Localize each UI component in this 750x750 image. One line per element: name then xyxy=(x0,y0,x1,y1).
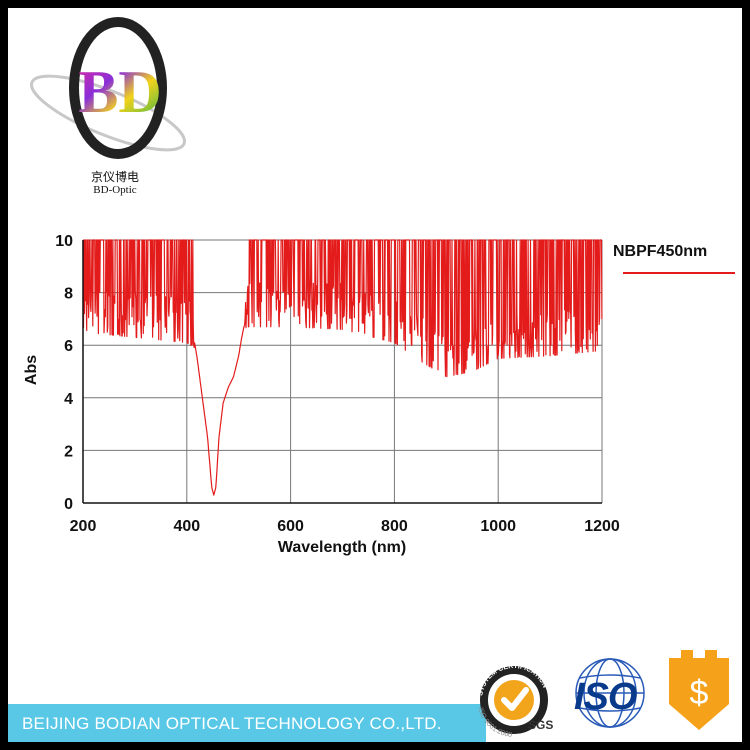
iso-globe-badge xyxy=(575,658,645,728)
footer-band xyxy=(8,704,486,742)
absorbance-chart: 200 400 600 800 1000 1200 0 2 4 6 8 10 Wavelength (… xyxy=(23,233,735,556)
company-logo: BD xyxy=(30,17,186,159)
iso-label: ISO xyxy=(574,676,637,718)
y-tick-label: 8 xyxy=(64,286,73,303)
chart-axes xyxy=(82,240,602,504)
chart-series xyxy=(82,239,603,496)
logo-orbit-ring xyxy=(30,74,186,152)
footer-company-name: BEIJING BODIAN OPTICAL TECHNOLOGY CO.,LT… xyxy=(22,714,442,733)
check-icon xyxy=(501,687,529,711)
sgs-label: SGS xyxy=(528,718,554,732)
x-tick-label: 200 xyxy=(70,518,97,535)
x-axis-label: Wavelength (nm) xyxy=(278,539,406,556)
y-tick-label: 10 xyxy=(55,233,73,250)
logo-letters: BD xyxy=(78,59,161,125)
series-line xyxy=(82,239,603,496)
legend-series-label: NBPF450nm xyxy=(613,243,707,260)
sgs-certification-badge: SYSTEM CERTIFICATION ISO 9001:2000 xyxy=(477,663,549,738)
y-tick-label: 2 xyxy=(64,443,73,460)
x-tick-label: 1200 xyxy=(584,518,620,535)
logo-ring xyxy=(69,17,167,159)
x-tick-label: 400 xyxy=(173,518,200,535)
y-tick-label: 6 xyxy=(64,338,73,355)
brand-name-cn: 京仪博电 xyxy=(90,170,139,184)
x-tick-label: 600 xyxy=(277,518,304,535)
globe-icon xyxy=(575,658,645,728)
brand-name-en: BD-Optic xyxy=(93,184,137,196)
legend: NBPF450nm xyxy=(613,243,735,274)
chart-ticks: 200 400 600 800 1000 1200 0 2 4 6 8 10 xyxy=(55,233,620,535)
dollar-icon: $ xyxy=(690,674,709,712)
page-canvas: BD 京仪博电 BD-Optic 200 400 600 800 1000 1200 0 2 4… xyxy=(8,8,742,742)
x-tick-label: 800 xyxy=(381,518,408,535)
y-tick-label: 4 xyxy=(64,391,73,408)
price-badge: $ xyxy=(669,650,729,730)
y-axis-label: Abs xyxy=(23,355,40,385)
x-tick-label: 1000 xyxy=(480,518,516,535)
y-tick-label: 0 xyxy=(64,496,73,513)
